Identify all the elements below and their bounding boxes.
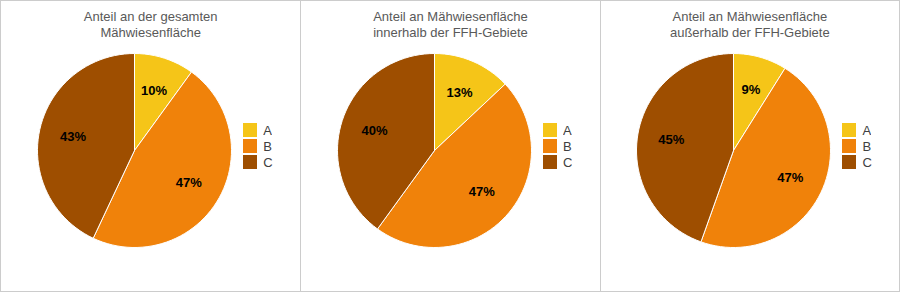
html-text:B: B [563, 138, 572, 154]
html-text:B: B [862, 138, 871, 154]
html-text:C: C [862, 154, 872, 170]
svg-text:45%: 45% [658, 132, 684, 147]
svg-text:40%: 40% [361, 123, 387, 138]
svg-text:47%: 47% [175, 175, 201, 190]
html-text:C: C [563, 154, 573, 170]
html-text:Anteil an der gesamten Mähwies: Anteil an der gesamten Mähwiesenfläche [83, 9, 218, 40]
svg-text:47%: 47% [777, 170, 803, 185]
html-text:A: A [862, 122, 871, 138]
html-text:Anteil an Mähwiesenfläche inne: Anteil an Mähwiesenfläche innerhalb der … [373, 9, 528, 40]
svg-text:10%: 10% [141, 83, 167, 98]
html-text:A: A [263, 122, 272, 138]
svg-text:43%: 43% [60, 129, 86, 144]
html-text:A: A [563, 122, 572, 138]
svg-text:9%: 9% [741, 82, 760, 97]
html-text:B: B [263, 138, 272, 154]
svg-text:47%: 47% [468, 184, 494, 199]
html-text:C: C [263, 154, 273, 170]
svg-text:13%: 13% [446, 85, 472, 100]
html-text:Anteil an Mähwiesenfläche auße: Anteil an Mähwiesenfläche außerhalb der … [670, 9, 830, 40]
